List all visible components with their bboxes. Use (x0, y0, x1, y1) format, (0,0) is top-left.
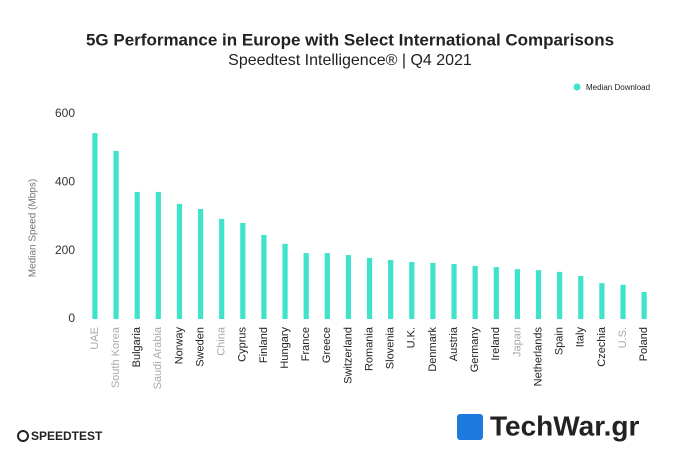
y-tick-label: 600 (55, 106, 75, 120)
bar (641, 292, 647, 319)
x-tick-label: Italy (575, 327, 587, 348)
x-tick-label: South Korea (110, 326, 122, 388)
x-tick-label: UAE (89, 327, 101, 350)
x-tick-label: Finland (258, 327, 270, 363)
bar (430, 262, 436, 319)
chart-title: 5G Performance in Europe with Select Int… (86, 30, 614, 49)
x-tick-label: Norway (173, 327, 185, 365)
bar (219, 218, 225, 319)
bar (134, 191, 140, 319)
x-tick-label: China (216, 326, 228, 356)
logo-icon (17, 430, 29, 442)
logo: SPEEDTEST (31, 429, 103, 443)
bar (557, 271, 563, 319)
bar (535, 270, 542, 319)
legend-label: Median Download (586, 83, 650, 92)
x-tick-label: Hungary (279, 327, 291, 369)
x-tick-label: Japan (511, 327, 523, 357)
bar (155, 191, 161, 319)
bar (493, 267, 499, 319)
bar (620, 284, 626, 319)
x-tick-label: Poland (638, 327, 650, 361)
bar (514, 269, 521, 319)
x-tick-label: Switzerland (342, 327, 354, 384)
chart-subtitle: Speedtest Intelligence® | Q4 2021 (228, 52, 472, 69)
x-tick-label: Netherlands (532, 327, 544, 387)
bar (409, 261, 415, 319)
y-axis-label: Median Speed (Mbps) (28, 179, 39, 277)
x-tick-label: U.K. (406, 327, 418, 348)
x-tick-label: Czechia (596, 326, 608, 367)
bar (197, 208, 204, 319)
bar (599, 283, 605, 319)
watermark: TechWar.gr (490, 410, 639, 441)
x-tick-label: Denmark (427, 327, 439, 372)
x-tick-label: Bulgaria (131, 326, 143, 367)
bar (451, 263, 457, 319)
bar (113, 150, 119, 319)
bar (176, 203, 183, 319)
watermark-icon (457, 414, 483, 440)
bar (92, 133, 98, 319)
legend-marker (573, 83, 581, 91)
x-tick-label: Greece (321, 327, 333, 363)
x-tick-label: Austria (448, 326, 460, 361)
x-tick-label: France (300, 327, 312, 361)
y-tick-label: 400 (55, 175, 75, 189)
x-tick-label: Sweden (194, 327, 206, 367)
bar (345, 255, 352, 319)
bar (282, 243, 288, 319)
x-tick-label: Germany (469, 327, 481, 373)
bar (240, 222, 246, 319)
bar (472, 266, 478, 319)
x-tick-label: Saudi Arabia (152, 326, 164, 389)
bar (388, 259, 394, 319)
x-tick-label: Romania (363, 326, 375, 371)
x-tick-label: U.S. (617, 327, 629, 348)
x-tick-label: Spain (554, 327, 566, 355)
bar (324, 253, 330, 319)
x-tick-label: Slovenia (385, 326, 397, 369)
bar (578, 275, 584, 319)
bar (366, 257, 373, 319)
x-tick-label: Ireland (490, 327, 502, 361)
bar (303, 253, 309, 319)
y-tick-label: 200 (55, 243, 75, 257)
bar (261, 234, 267, 319)
y-tick-label: 0 (68, 311, 75, 325)
x-tick-label: Cyprus (237, 327, 249, 362)
